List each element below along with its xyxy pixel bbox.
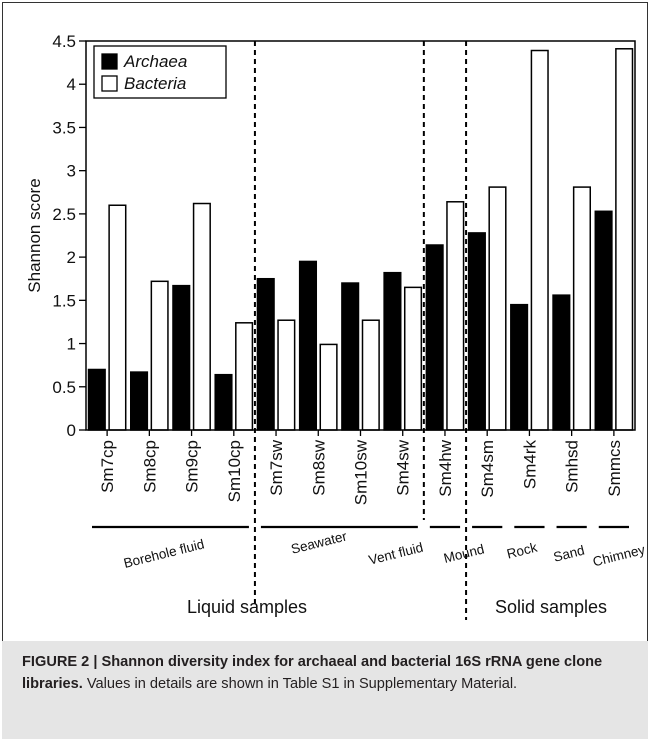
archaea-bar-sm7sw bbox=[256, 277, 275, 431]
y-tick-label: 2 bbox=[67, 248, 76, 267]
y-tick-label: 4.5 bbox=[52, 32, 76, 51]
archaea-bar-smhsd bbox=[552, 294, 571, 431]
category-label-sm4sm: Sm4sm bbox=[478, 440, 497, 498]
bacteria-bar-smhsd bbox=[572, 186, 592, 431]
group-label-sand: Sand bbox=[552, 543, 586, 565]
group-label-borehole-fluid: Borehole fluid bbox=[122, 536, 206, 571]
archaea-bar-sm9cp bbox=[172, 284, 191, 431]
y-tick-label: 3 bbox=[67, 162, 76, 181]
bacteria-bar-sm8cp bbox=[150, 280, 169, 431]
group-label-mound: Mound bbox=[442, 541, 486, 566]
group-label-vent-fluid: Vent fluid bbox=[367, 540, 425, 568]
group-label-chimney: Chimney bbox=[591, 542, 647, 570]
archaea-bar-sm4hw bbox=[425, 244, 444, 431]
category-label-sm7cp: Sm7cp bbox=[98, 440, 117, 493]
y-tick-label: 0.5 bbox=[52, 378, 76, 397]
y-tick-label: 1.5 bbox=[52, 291, 76, 310]
group-label-rock: Rock bbox=[505, 540, 539, 562]
archaea-bar-sm7cp bbox=[87, 368, 106, 431]
archaea-bar-smmcs bbox=[594, 210, 613, 431]
group-label-seawater: Seawater bbox=[289, 528, 348, 556]
bacteria-bar-sm10sw bbox=[361, 319, 380, 431]
bacteria-bar-sm8sw bbox=[319, 343, 338, 431]
supergroup-label-solid-samples: Solid samples bbox=[495, 597, 607, 617]
category-label-sm8cp: Sm8cp bbox=[140, 440, 159, 493]
archaea-bar-sm4sw bbox=[383, 271, 402, 431]
legend-label-archaea: Archaea bbox=[123, 52, 187, 71]
caption-title: FIGURE 2 | Shannon diversity index for a… bbox=[22, 654, 603, 692]
category-label-sm4hw: Sm4hw bbox=[436, 439, 455, 496]
category-label-sm4rk: Sm4rk bbox=[520, 440, 539, 490]
bacteria-bar-sm4hw bbox=[446, 201, 465, 431]
category-label-sm8sw: Sm8sw bbox=[309, 439, 328, 495]
bacteria-bar-sm7sw bbox=[277, 319, 296, 431]
bacteria-bar-sm7cp bbox=[108, 204, 127, 431]
category-label-sm7sw: Sm7sw bbox=[267, 439, 286, 495]
category-label-sm10sw: Sm10sw bbox=[352, 439, 371, 505]
category-label-sm10cp: Sm10cp bbox=[225, 440, 244, 502]
figure-caption: FIGURE 2 | Shannon diversity index for a… bbox=[2, 641, 648, 739]
bacteria-bar-sm4rk bbox=[530, 49, 549, 431]
y-tick-label: 1 bbox=[67, 335, 76, 354]
bacteria-bar-sm9cp bbox=[192, 202, 211, 431]
bacteria-bar-sm10cp bbox=[235, 322, 254, 431]
legend-label-bacteria: Bacteria bbox=[124, 74, 186, 93]
archaea-bar-sm4rk bbox=[510, 303, 529, 431]
archaea-bar-sm10sw bbox=[341, 282, 360, 431]
archaea-bar-sm4sm bbox=[467, 232, 486, 431]
caption-text: Values in details are shown in Table S1 … bbox=[82, 676, 518, 692]
category-label-smmcs: Smmcs bbox=[605, 440, 624, 497]
archaea-bar-sm8sw bbox=[298, 260, 318, 431]
legend-swatch-archaea bbox=[101, 53, 118, 70]
y-tick-label: 0 bbox=[67, 421, 76, 440]
y-axis-label: Shannon score bbox=[25, 178, 44, 292]
supergroup-label-liquid-samples: Liquid samples bbox=[187, 597, 307, 617]
bacteria-bar-smmcs bbox=[615, 48, 634, 431]
bacteria-bar-sm4sm bbox=[488, 186, 507, 431]
category-label-smhsd: Smhsd bbox=[563, 440, 582, 493]
legend-swatch-bacteria bbox=[101, 75, 118, 92]
bacteria-bar-sm4sw bbox=[403, 286, 423, 431]
y-tick-label: 3.5 bbox=[52, 118, 76, 137]
archaea-bar-sm10cp bbox=[214, 373, 233, 431]
category-label-sm9cp: Sm9cp bbox=[183, 440, 202, 493]
bar-chart: 0 0.5 1 1.5 2 2.5 3 3.5 4 4.5 Shannon score Sm7cp Sm… bbox=[25, 32, 647, 620]
archaea-bar-sm8cp bbox=[129, 371, 149, 431]
y-tick-label: 4 bbox=[67, 75, 76, 94]
y-tick-label: 2.5 bbox=[52, 205, 76, 224]
category-label-sm4sw: Sm4sw bbox=[394, 439, 413, 495]
